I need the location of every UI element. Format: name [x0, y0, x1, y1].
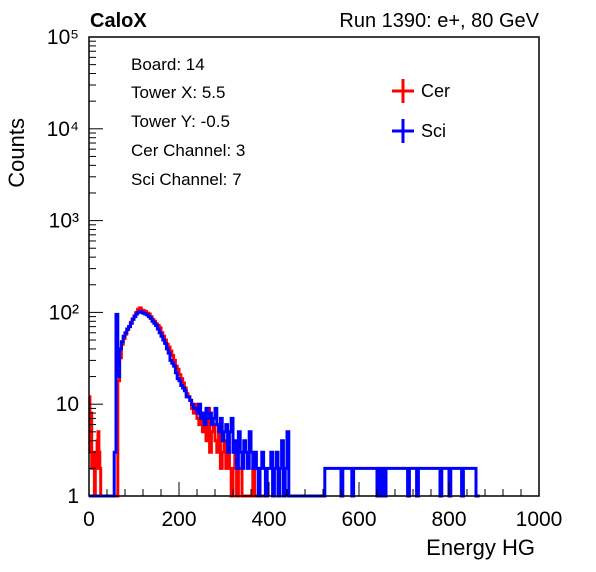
legend-cer-marker	[392, 79, 414, 103]
info-sci-channel: Sci Channel: 7	[131, 170, 242, 189]
header-left-label: CaloX	[90, 10, 147, 32]
plot-lines	[88, 306, 480, 498]
info-tower-x: Tower X: 5.5	[131, 83, 226, 102]
y-axis-title: Counts	[4, 118, 29, 188]
legend-sci-label: Sci	[421, 121, 446, 141]
legend-sci-marker	[392, 119, 414, 143]
y-tick-label: 10⁴	[47, 118, 79, 141]
x-tick-label: 0	[83, 508, 95, 531]
x-tick-label: 600	[341, 508, 376, 531]
header-right-label: Run 1390: e+, 80 GeV	[339, 10, 539, 32]
plot-frame	[88, 36, 540, 497]
info-board: Board: 14	[131, 55, 205, 74]
y-tick-label: 10⁵	[47, 26, 79, 49]
y-tick-label: 10²	[49, 301, 79, 324]
info-tower-y: Tower Y: -0.5	[131, 112, 230, 131]
legend: Cer Sci	[392, 79, 450, 143]
x-tick-label: 800	[431, 508, 466, 531]
x-tick-label: 200	[161, 508, 196, 531]
axis-ticks: 0 200 400 600 800 1000 1 10 10² 10³ 10⁴ 10⁵	[47, 26, 563, 531]
x-axis-title: Energy HG	[426, 535, 535, 560]
y-tick-label: 1	[67, 485, 79, 508]
legend-cer-label: Cer	[421, 81, 450, 101]
y-tick-label: 10³	[49, 210, 79, 233]
y-tick-label: 10	[56, 393, 79, 416]
series-line-sci	[89, 310, 480, 498]
info-cer-channel: Cer Channel: 3	[131, 141, 245, 160]
x-tick-label: 400	[251, 508, 286, 531]
x-tick-label: 1000	[516, 508, 563, 531]
